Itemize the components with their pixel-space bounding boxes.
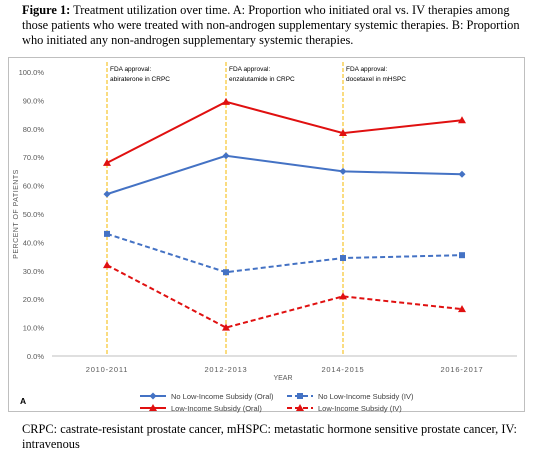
x-tick-label: 2012-2013	[204, 365, 247, 374]
y-tick-label: 60.0%	[23, 182, 45, 191]
y-axis-title: PERCENT OF PATIENTS	[13, 169, 20, 259]
data-point	[222, 152, 230, 160]
caption-text: Treatment utilization over time. A: Prop…	[22, 3, 520, 47]
data-point	[340, 255, 346, 262]
chart-frame	[8, 57, 525, 412]
data-point	[459, 252, 465, 259]
caption-lead: Figure 1:	[22, 3, 71, 17]
data-point	[223, 269, 229, 276]
fda-approval-label: FDA approval:	[346, 66, 387, 73]
y-tick-label: 40.0%	[23, 238, 45, 247]
legend-swatch-marker	[149, 392, 157, 400]
data-point	[103, 190, 111, 198]
data-point	[458, 116, 466, 124]
data-point	[339, 129, 347, 137]
y-tick-label: 90.0%	[23, 96, 45, 105]
y-tick-label: 80.0%	[23, 125, 45, 134]
series-line-3	[106, 264, 463, 329]
fda-approval-drug-label: abiraterone in CRPC	[110, 76, 170, 83]
fda-approval-label: FDA approval:	[110, 66, 151, 73]
data-point	[339, 292, 347, 300]
legend-label: Low-Income Subsidy (Oral)	[171, 404, 262, 413]
series-line-2	[106, 100, 463, 164]
data-point	[103, 158, 111, 166]
data-point	[222, 97, 230, 105]
fda-approval-drug-label: enzalutamide in CRPC	[229, 76, 295, 83]
data-point	[339, 167, 347, 175]
legend-swatch-marker	[149, 404, 157, 411]
y-tick-label: 100.0%	[19, 68, 45, 77]
legend-label: Low-Income Subsidy (IV)	[318, 404, 402, 413]
x-tick-label: 2010-2011	[86, 365, 129, 374]
legend-label: No Low-Income Subsidy (Oral)	[171, 392, 274, 401]
y-tick-label: 70.0%	[23, 153, 45, 162]
legend-label: No Low-Income Subsidy (IV)	[318, 392, 414, 401]
x-tick-label: 2016-2017	[440, 365, 483, 374]
legend-swatch-marker	[297, 393, 303, 399]
y-tick-label: 30.0%	[23, 267, 45, 276]
series-line-1	[106, 232, 463, 274]
figure-footnote: CRPC: castrate-resistant prostate cancer…	[22, 422, 517, 451]
fda-approval-label: FDA approval:	[229, 66, 270, 73]
y-tick-label: 50.0%	[23, 210, 45, 219]
fda-approval-drug-label: docetaxel in mHSPC	[346, 76, 406, 83]
y-tick-label: 0.0%	[27, 352, 44, 361]
legend-swatch-marker	[296, 404, 304, 411]
x-axis-title: YEAR	[273, 375, 292, 382]
panel-label: A	[20, 396, 26, 406]
data-point	[103, 261, 111, 269]
data-point	[104, 230, 110, 237]
data-point	[458, 305, 466, 313]
series-line-0	[106, 154, 463, 196]
y-tick-label: 20.0%	[23, 295, 45, 304]
x-tick-label: 2014-2015	[321, 365, 364, 374]
data-point	[222, 323, 230, 331]
figure-caption: Figure 1: Treatment utilization over tim…	[22, 3, 522, 48]
data-point	[458, 170, 466, 178]
y-tick-label: 10.0%	[23, 324, 45, 333]
